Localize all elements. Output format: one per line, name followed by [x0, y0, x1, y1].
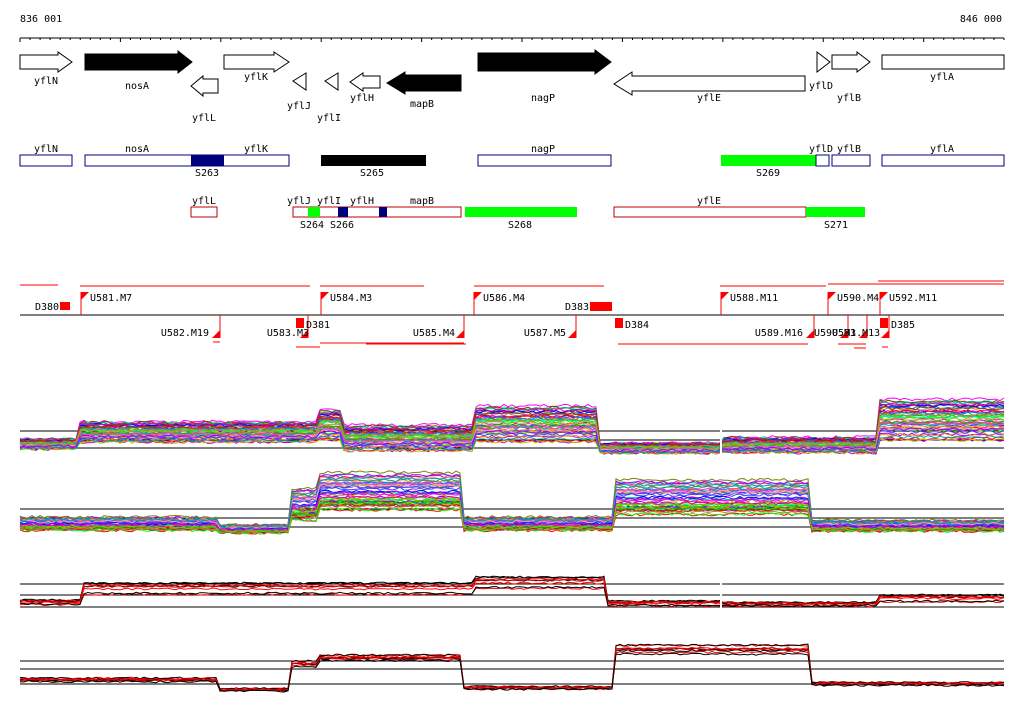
- segment-S271[interactable]: [806, 207, 865, 217]
- feature-D380-block[interactable]: [60, 302, 70, 310]
- feature-label-U588.M11: U588.M11: [730, 293, 778, 304]
- feature-D381-block[interactable]: [296, 318, 304, 328]
- feature-label-U581.M7: U581.M7: [90, 293, 132, 304]
- minus-region-yflJ-mapB[interactable]: [292, 206, 462, 218]
- minus-label-yflH: yflH: [350, 196, 374, 207]
- feature-D385-block[interactable]: [880, 318, 888, 328]
- feature-label-D384: D384: [625, 320, 649, 331]
- feature-label-U590.M4: U590.M4: [837, 293, 879, 304]
- gene-label-yflA: yflA: [930, 72, 954, 83]
- feature-D384-block[interactable]: [615, 318, 623, 328]
- gene-track: yflN nosA yflL yflK yflJ yflI yflH mapB: [19, 49, 1005, 124]
- coordinate-ruler: 836 001 846 000: [19, 14, 1005, 42]
- gene-label-yflK: yflK: [244, 72, 268, 83]
- ruler-start-label: 836 001: [20, 14, 62, 25]
- feature-label-U584.M3: U584.M3: [330, 293, 372, 304]
- segment-label-S264: S264: [300, 220, 324, 231]
- segment-S268[interactable]: [465, 207, 577, 217]
- plus-label-yflA: yflA: [930, 144, 954, 155]
- plus-label-nagP: nagP: [531, 144, 555, 155]
- feature-label-D381: D381: [306, 320, 330, 331]
- gene-label-yflN: yflN: [34, 76, 58, 87]
- plus-label-nosA: nosA: [125, 144, 149, 155]
- expression-panel-plus-all: [19, 397, 1005, 460]
- gene-yflD[interactable]: yflD: [809, 50, 833, 92]
- gene-label-yflI: yflI: [317, 113, 341, 124]
- plus-region-yflB[interactable]: [831, 154, 871, 167]
- gene-label-yflE: yflE: [697, 93, 721, 104]
- segment-label-S266: S266: [330, 220, 354, 231]
- feature-label-U583.M3: U583.M3: [267, 328, 309, 339]
- segment-S266b[interactable]: [379, 207, 387, 217]
- expression-panel-minus-selected: [19, 643, 1005, 693]
- feature-label-D380: D380: [35, 302, 59, 313]
- segment-S263[interactable]: [191, 155, 224, 166]
- plus-strand-track: yflN nosA yflK S263 S265 nagP S269 yflD …: [19, 144, 1005, 179]
- gene-yflA[interactable]: yflA: [881, 54, 1005, 83]
- feature-label-U585.M4: U585.M4: [413, 328, 455, 339]
- minus-region-yflE[interactable]: [613, 206, 807, 218]
- feature-track: D380 U581.M7 U584.M3 U586.M4 D383 U588.M…: [20, 280, 1004, 349]
- feature-label-U590.M3: U590.M3: [814, 328, 856, 339]
- feature-label-D385: D385: [891, 320, 915, 331]
- minus-label-yflJ: yflJ: [287, 196, 311, 207]
- plus-region-nosA[interactable]: [84, 154, 290, 167]
- minus-label-yflL: yflL: [192, 196, 216, 207]
- feature-label-D383: D383: [565, 302, 589, 313]
- minus-strand-track: yflL yflJ yflI yflH mapB S264 S266 S268 …: [190, 196, 865, 231]
- gene-label-yflD: yflD: [809, 81, 833, 92]
- gene-yflN[interactable]: yflN: [19, 51, 73, 87]
- gene-yflL[interactable]: yflL: [190, 74, 219, 124]
- gene-label-yflB: yflB: [837, 93, 861, 104]
- segment-label-S269: S269: [756, 168, 780, 179]
- feature-label-U591.M13: U591.M13: [832, 328, 880, 339]
- gene-yflB[interactable]: yflB: [831, 50, 871, 104]
- gene-nosA[interactable]: nosA: [84, 49, 193, 92]
- gene-yflI[interactable]: yflI: [317, 72, 341, 124]
- plus-label-yflN: yflN: [34, 144, 58, 155]
- segment-S269[interactable]: [721, 155, 816, 166]
- plus-label-yflB: yflB: [837, 144, 861, 155]
- plus-label-yflD: yflD: [809, 144, 833, 155]
- gene-label-yflJ: yflJ: [287, 101, 311, 112]
- gene-label-yflH: yflH: [350, 93, 374, 104]
- feature-label-U587.M5: U587.M5: [524, 328, 566, 339]
- gene-label-nosA: nosA: [125, 81, 149, 92]
- gene-yflJ[interactable]: yflJ: [287, 72, 311, 112]
- minus-label-mapB: mapB: [410, 196, 434, 207]
- minus-region-yflL[interactable]: [190, 206, 218, 218]
- minus-label-yflE: yflE: [697, 196, 721, 207]
- gene-mapB[interactable]: mapB: [386, 71, 462, 110]
- gene-yflE[interactable]: yflE: [613, 71, 806, 104]
- gene-label-nagP: nagP: [531, 93, 555, 104]
- gene-nagP[interactable]: nagP: [477, 49, 612, 104]
- segment-S264[interactable]: [308, 207, 320, 217]
- gene-yflK[interactable]: yflK: [223, 51, 290, 83]
- plus-label-yflK: yflK: [244, 144, 268, 155]
- segment-label-S271: S271: [824, 220, 848, 231]
- feature-label-U586.M4: U586.M4: [483, 293, 525, 304]
- gene-yflH[interactable]: yflH: [349, 72, 381, 104]
- feature-label-U582.M19: U582.M19: [161, 328, 209, 339]
- plus-region-yflD[interactable]: [815, 154, 830, 167]
- segment-label-S268: S268: [508, 220, 532, 231]
- minus-label-yflI: yflI: [317, 196, 341, 207]
- segment-S265[interactable]: [321, 155, 426, 166]
- segment-label-S263: S263: [195, 168, 219, 179]
- segment-S266[interactable]: [338, 207, 348, 217]
- segment-label-S265: S265: [360, 168, 384, 179]
- feature-label-U592.M11: U592.M11: [889, 293, 937, 304]
- feature-D383-block[interactable]: [590, 302, 612, 311]
- expression-panel-minus-all: [19, 470, 1005, 535]
- feature-label-U589.M16: U589.M16: [755, 328, 803, 339]
- plus-region-yflN[interactable]: [19, 154, 73, 167]
- ruler-end-label: 846 000: [960, 14, 1002, 25]
- gene-label-yflL: yflL: [192, 113, 216, 124]
- gene-label-mapB: mapB: [410, 99, 434, 110]
- plus-region-nagP[interactable]: [477, 154, 612, 167]
- expression-panel-plus-selected: [19, 575, 1005, 615]
- plus-region-yflA[interactable]: [881, 154, 1005, 167]
